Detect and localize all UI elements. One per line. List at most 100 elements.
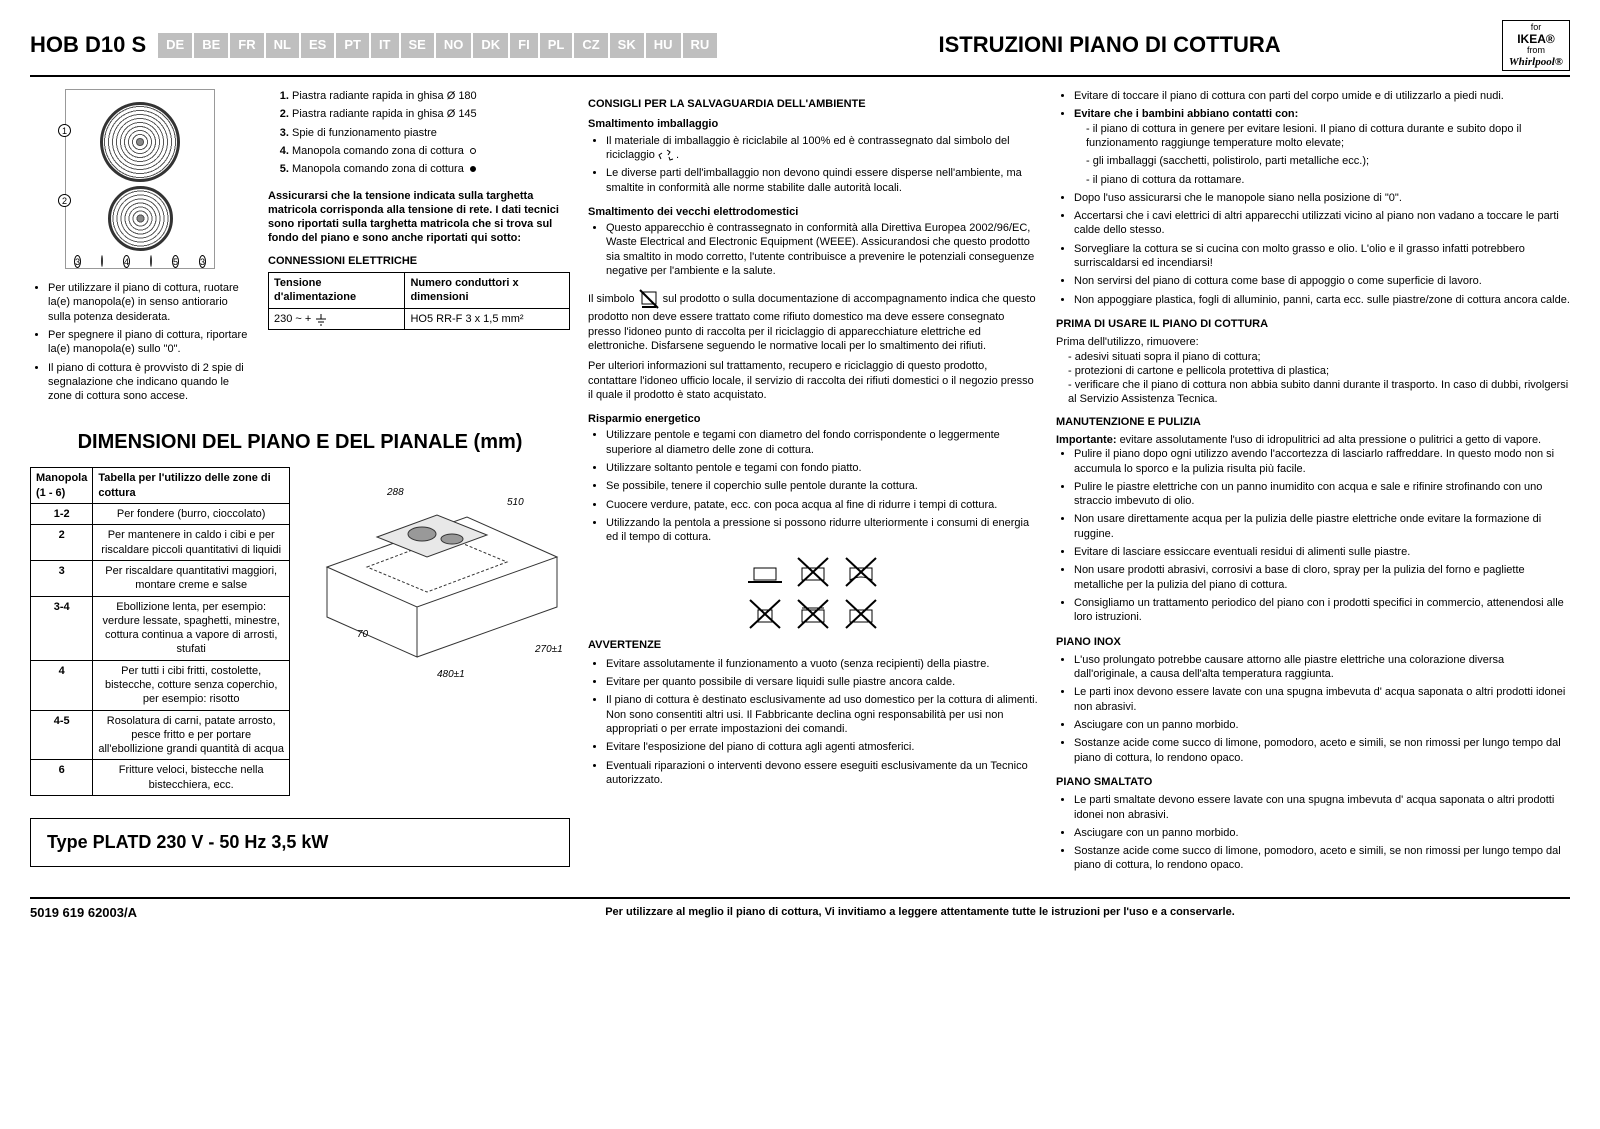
main-columns: 1 2 3 4 5 3 Per utilizzare il piano di c… <box>30 89 1570 883</box>
assurance-text: Assicurarsi che la tensione indicata sul… <box>268 189 570 246</box>
pot-no-icon <box>748 596 782 630</box>
energy-list: Utilizzare pentole e tegami con diametro… <box>588 428 1038 544</box>
before-heading: PRIMA DI USARE IL PIANO DI COTTURA <box>1056 317 1570 331</box>
list-item: Non appoggiare plastica, fogli di allumi… <box>1074 293 1570 307</box>
maint-heading: MANUTENZIONE E PULIZIA <box>1056 415 1570 429</box>
ut-cell: 4 <box>31 660 93 710</box>
list-item: Consigliamo un trattamento periodico del… <box>1074 596 1570 625</box>
part-item: Piastra radiante rapida in ghisa Ø 180 <box>292 89 570 103</box>
connections-heading: CONNESSIONI ELETTRICHE <box>268 254 570 268</box>
warn2-list: Evitare di toccare il piano di cottura c… <box>1056 89 1570 307</box>
led-icon <box>470 148 476 154</box>
svg-text:288: 288 <box>386 487 404 498</box>
lang-tab: NL <box>266 33 299 58</box>
list-item: Evitare che i bambini abbiano contatti c… <box>1074 107 1570 186</box>
warn-heading: AVVERTENZE <box>588 638 1038 652</box>
list-item: Evitare di toccare il piano di cottura c… <box>1074 89 1570 103</box>
enamel-heading: PIANO SMALTATO <box>1056 775 1570 789</box>
old3: Per ulteriori informazioni sul trattamen… <box>588 359 1038 402</box>
lang-tab: FI <box>510 33 538 58</box>
list-item: Asciugare con un panno morbido. <box>1074 826 1570 840</box>
list-item: Evitare l'esposizione del piano di cottu… <box>606 740 1038 754</box>
list-item: Non usare direttamente acqua per la puli… <box>1074 512 1570 541</box>
old-heading: Smaltimento dei vecchi elettrodomestici <box>588 205 1038 219</box>
page-header: HOB D10 S DE BE FR NL ES PT IT SE NO DK … <box>30 20 1570 77</box>
lang-tab: DE <box>158 33 192 58</box>
list-item: Se possibile, tenere il coperchio sulle … <box>606 479 1038 493</box>
language-tabs: DE BE FR NL ES PT IT SE NO DK FI PL CZ S… <box>158 33 717 58</box>
sym-text-a: Il simbolo <box>588 293 634 305</box>
part-item: Manopola comando zona di cottura <box>292 144 570 158</box>
list-item: Utilizzando la pentola a pressione si po… <box>606 516 1038 545</box>
plate-icon <box>100 102 180 182</box>
pot-no-icon <box>796 554 830 588</box>
brand-badge: for IKEA® from Whirlpool® <box>1502 20 1570 71</box>
maint-imp-text: evitare assolutamente l'uso di idropulit… <box>1120 434 1542 446</box>
recycle-icon <box>658 148 676 162</box>
callout-3b: 3 <box>199 255 206 268</box>
lang-tab: ES <box>301 33 334 58</box>
brand-from: from <box>1509 46 1563 56</box>
usage-table: Manopola (1 - 6)Tabella per l'utilizzo d… <box>30 467 290 796</box>
ut-cell: Per tutti i cibi fritti, costolette, bis… <box>93 660 290 710</box>
ground-icon <box>314 312 328 326</box>
ut-h2: Tabella per l'utilizzo delle zone di cot… <box>93 468 290 504</box>
maint-important: Importante: evitare assolutamente l'uso … <box>1056 433 1570 447</box>
inox-list: L'uso prolungato potrebbe causare attorn… <box>1056 653 1570 765</box>
ut-cell: Per riscaldare quantitativi maggiori, mo… <box>93 560 290 596</box>
pack-heading: Smaltimento imballaggio <box>588 117 1038 131</box>
ut-h1: Manopola (1 - 6) <box>31 468 93 504</box>
type-text: Type PLATD 230 V - 50 Hz 3,5 kW <box>47 831 553 854</box>
ut-cell: Rosolatura di carni, patate arrosto, pes… <box>93 710 290 760</box>
old-list: Questo apparecchio è contrassegnato in c… <box>588 221 1038 278</box>
svg-text:480±1: 480±1 <box>437 669 465 680</box>
maint-list: Pulire il piano dopo ogni utilizzo avend… <box>1056 447 1570 624</box>
callout-4: 4 <box>123 255 130 268</box>
lang-tab: RU <box>683 33 718 58</box>
list-item: Non usare prodotti abrasivi, corrosivi a… <box>1074 563 1570 592</box>
ut-cell: Per mantenere in caldo i cibi e per risc… <box>93 525 290 561</box>
part-item: Spie di funzionamento piastre <box>292 126 570 140</box>
lang-tab: PL <box>540 33 573 58</box>
lang-tab: PT <box>336 33 369 58</box>
inox-heading: PIANO INOX <box>1056 635 1570 649</box>
ut-cell: 6 <box>31 760 93 796</box>
page-title: ISTRUZIONI PIANO DI COTTURA <box>938 31 1280 60</box>
usage-notes: Per utilizzare il piano di cottura, ruot… <box>30 281 250 403</box>
list-item: Le parti inox devono essere lavate con u… <box>1074 685 1570 714</box>
sym-para: Il simbolo sul prodotto o sulla document… <box>588 288 1038 353</box>
svg-text:70: 70 <box>357 629 369 640</box>
part-label: Manopola comando zona di cottura <box>292 163 464 175</box>
list-item: Evitare di lasciare essiccare eventuali … <box>1074 545 1570 559</box>
pot-icons-row2 <box>588 596 1038 630</box>
column-right: Evitare di toccare il piano di cottura c… <box>1056 89 1570 883</box>
part-label: Manopola comando zona di cottura <box>292 145 464 157</box>
part-label: Piastra radiante rapida in ghisa Ø 180 <box>292 90 477 102</box>
weee-icon <box>638 288 660 310</box>
before-intro: Prima dell'utilizzo, rimuovere: <box>1056 335 1570 349</box>
footer-text: Per utilizzare al meglio il piano di cot… <box>270 905 1570 919</box>
before-list: adesivi situati sopra il piano di cottur… <box>1056 350 1570 407</box>
note: Per spegnere il piano di cottura, riport… <box>48 328 250 357</box>
pot-icons-row1 <box>588 554 1038 588</box>
lang-tab: DK <box>473 33 508 58</box>
conn-r1c2: HO5 RR-F 3 x 1,5 mm² <box>405 308 570 329</box>
pot-ok-icon <box>748 554 782 588</box>
callout-3: 3 <box>74 255 81 268</box>
led-icon <box>470 166 476 172</box>
list-item: Eventuali riparazioni o interventi devon… <box>606 759 1038 788</box>
list-item: Accertarsi che i cavi elettrici di altri… <box>1074 209 1570 238</box>
conn-h2: Numero conduttori x dimensioni <box>405 273 570 309</box>
part-label: Spie di funzionamento piastre <box>292 127 437 139</box>
lang-tab: SE <box>401 33 434 58</box>
energy-heading: Risparmio energetico <box>588 412 1038 426</box>
brand-whirlpool: Whirlpool® <box>1509 56 1563 68</box>
ut-cell: 3 <box>31 560 93 596</box>
parts-list: Piastra radiante rapida in ghisa Ø 180 P… <box>268 89 570 176</box>
list-item: Sostanze acide come succo di limone, pom… <box>1074 844 1570 873</box>
lang-tab: CZ <box>574 33 607 58</box>
lang-tab: NO <box>436 33 472 58</box>
ut-cell: 2 <box>31 525 93 561</box>
ut-cell: Per fondere (burro, cioccolato) <box>93 504 290 525</box>
connections-table: Tensione d'alimentazione Numero condutto… <box>268 272 570 330</box>
